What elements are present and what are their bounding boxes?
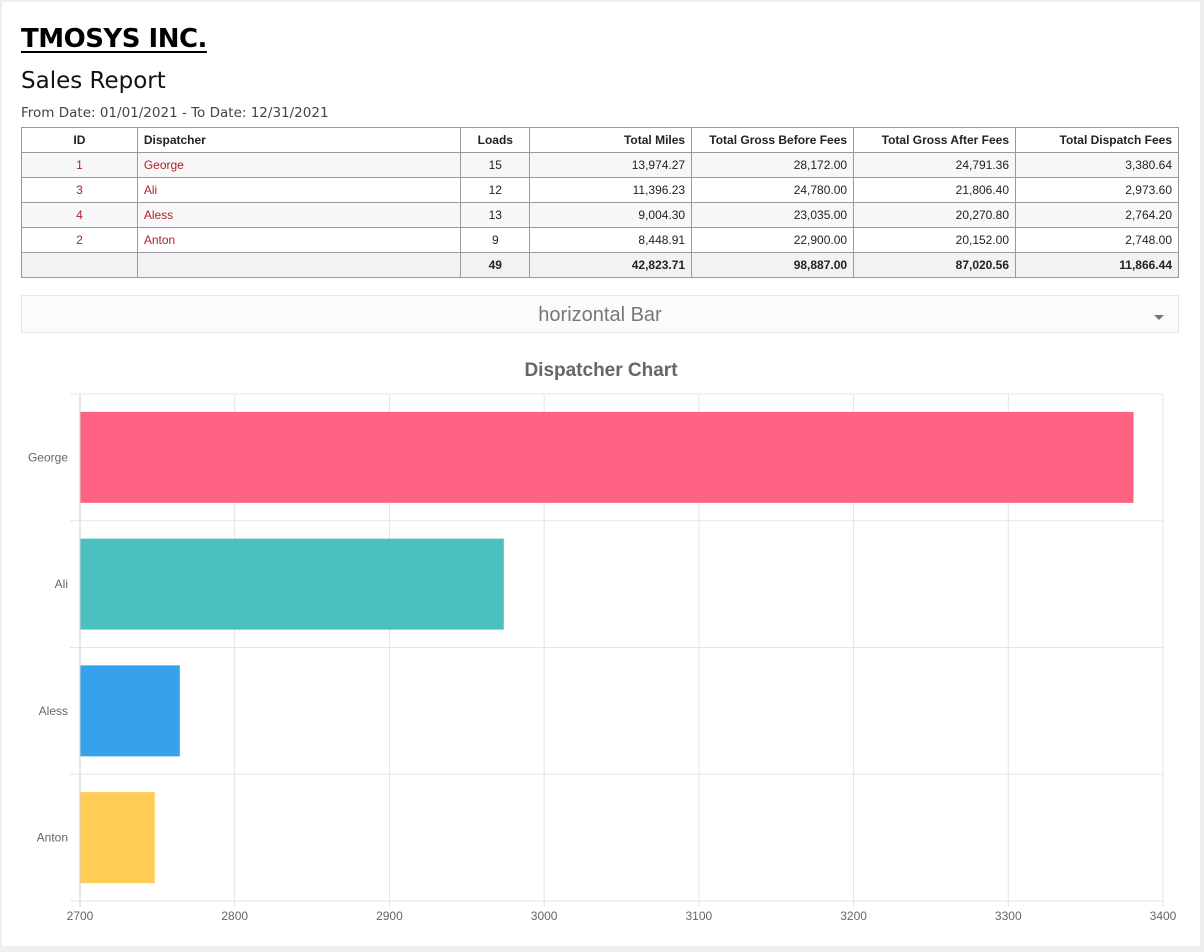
- cell-loads: 13: [460, 202, 531, 228]
- col-header-dispatch-fees[interactable]: Total Dispatch Fees: [1015, 127, 1179, 153]
- total-loads: 49: [460, 252, 531, 278]
- cell-gross-after-fees: 21,806.40: [853, 177, 1017, 203]
- category-label: Aless: [39, 704, 68, 718]
- x-tick-label: 3000: [531, 909, 558, 923]
- cell-dispatch-fees: 3,380.64: [1015, 152, 1179, 178]
- total-miles: 42,823.71: [529, 252, 693, 278]
- cell-gross-before-fees: 22,900.00: [691, 227, 855, 253]
- cell-dispatcher[interactable]: Aless: [136, 202, 462, 228]
- chart-type-selected-value: horizontal Bar: [538, 304, 662, 326]
- cell-gross-after-fees: 20,152.00: [853, 227, 1017, 253]
- bar: [79, 665, 180, 757]
- col-header-dispatcher[interactable]: Dispatcher: [136, 127, 462, 153]
- col-header-gross-after-fees[interactable]: Total Gross After Fees: [853, 127, 1017, 153]
- col-header-loads[interactable]: Loads: [460, 127, 531, 153]
- table-row: 4 Aless 13 9,004.30 23,035.00 20,270.80 …: [21, 202, 1179, 228]
- table-header-row: ID Dispatcher Loads Total Miles Total Gr…: [21, 127, 1179, 153]
- cell-gross-before-fees: 28,172.00: [691, 152, 855, 178]
- bar: [79, 538, 504, 630]
- total-cell-id: [21, 252, 138, 278]
- col-header-gross-before-fees[interactable]: Total Gross Before Fees: [691, 127, 855, 153]
- chevron-down-icon[interactable]: [1154, 315, 1164, 320]
- x-tick-label: 2900: [376, 909, 403, 923]
- total-dispatch-fees: 11,866.44: [1015, 252, 1179, 278]
- cell-loads: 9: [460, 227, 531, 253]
- cell-dispatch-fees: 2,748.00: [1015, 227, 1179, 253]
- cell-total-miles: 13,974.27: [529, 152, 693, 178]
- x-tick-label: 2800: [221, 909, 248, 923]
- table-row: 2 Anton 9 8,448.91 22,900.00 20,152.00 2…: [21, 227, 1179, 253]
- company-name: TMOSYS INC.: [21, 24, 207, 54]
- x-tick-label: 3400: [1150, 909, 1177, 923]
- total-cell-dispatcher: [136, 252, 462, 278]
- chart-title: Dispatcher Chart: [524, 360, 678, 381]
- cell-loads: 15: [460, 152, 531, 178]
- cell-dispatch-fees: 2,764.20: [1015, 202, 1179, 228]
- chart-type-select[interactable]: horizontal Bar: [21, 295, 1179, 333]
- total-gross-after-fees: 87,020.56: [853, 252, 1017, 278]
- x-tick-label: 2700: [67, 909, 94, 923]
- cell-loads: 12: [460, 177, 531, 203]
- cell-dispatcher[interactable]: Ali: [136, 177, 462, 203]
- total-gross-before-fees: 98,887.00: [691, 252, 855, 278]
- category-label: George: [28, 450, 68, 464]
- x-tick-label: 3200: [840, 909, 867, 923]
- totals-row: 49 42,823.71 98,887.00 87,020.56 11,866.…: [21, 252, 1179, 278]
- cell-id[interactable]: 3: [21, 177, 138, 203]
- date-range: From Date: 01/01/2021 - To Date: 12/31/2…: [21, 105, 329, 121]
- category-label: Anton: [37, 831, 68, 845]
- col-header-total-miles[interactable]: Total Miles: [529, 127, 693, 153]
- category-label: Ali: [55, 577, 68, 591]
- cell-total-miles: 9,004.30: [529, 202, 693, 228]
- table-row: 3 Ali 12 11,396.23 24,780.00 21,806.40 2…: [21, 177, 1179, 203]
- sales-table: ID Dispatcher Loads Total Miles Total Gr…: [21, 127, 1179, 278]
- x-tick-label: 3300: [995, 909, 1022, 923]
- x-tick-label: 3100: [686, 909, 713, 923]
- bar: [79, 411, 1134, 503]
- cell-dispatcher[interactable]: Anton: [136, 227, 462, 253]
- report-title: Sales Report: [21, 68, 166, 94]
- bar: [79, 792, 155, 884]
